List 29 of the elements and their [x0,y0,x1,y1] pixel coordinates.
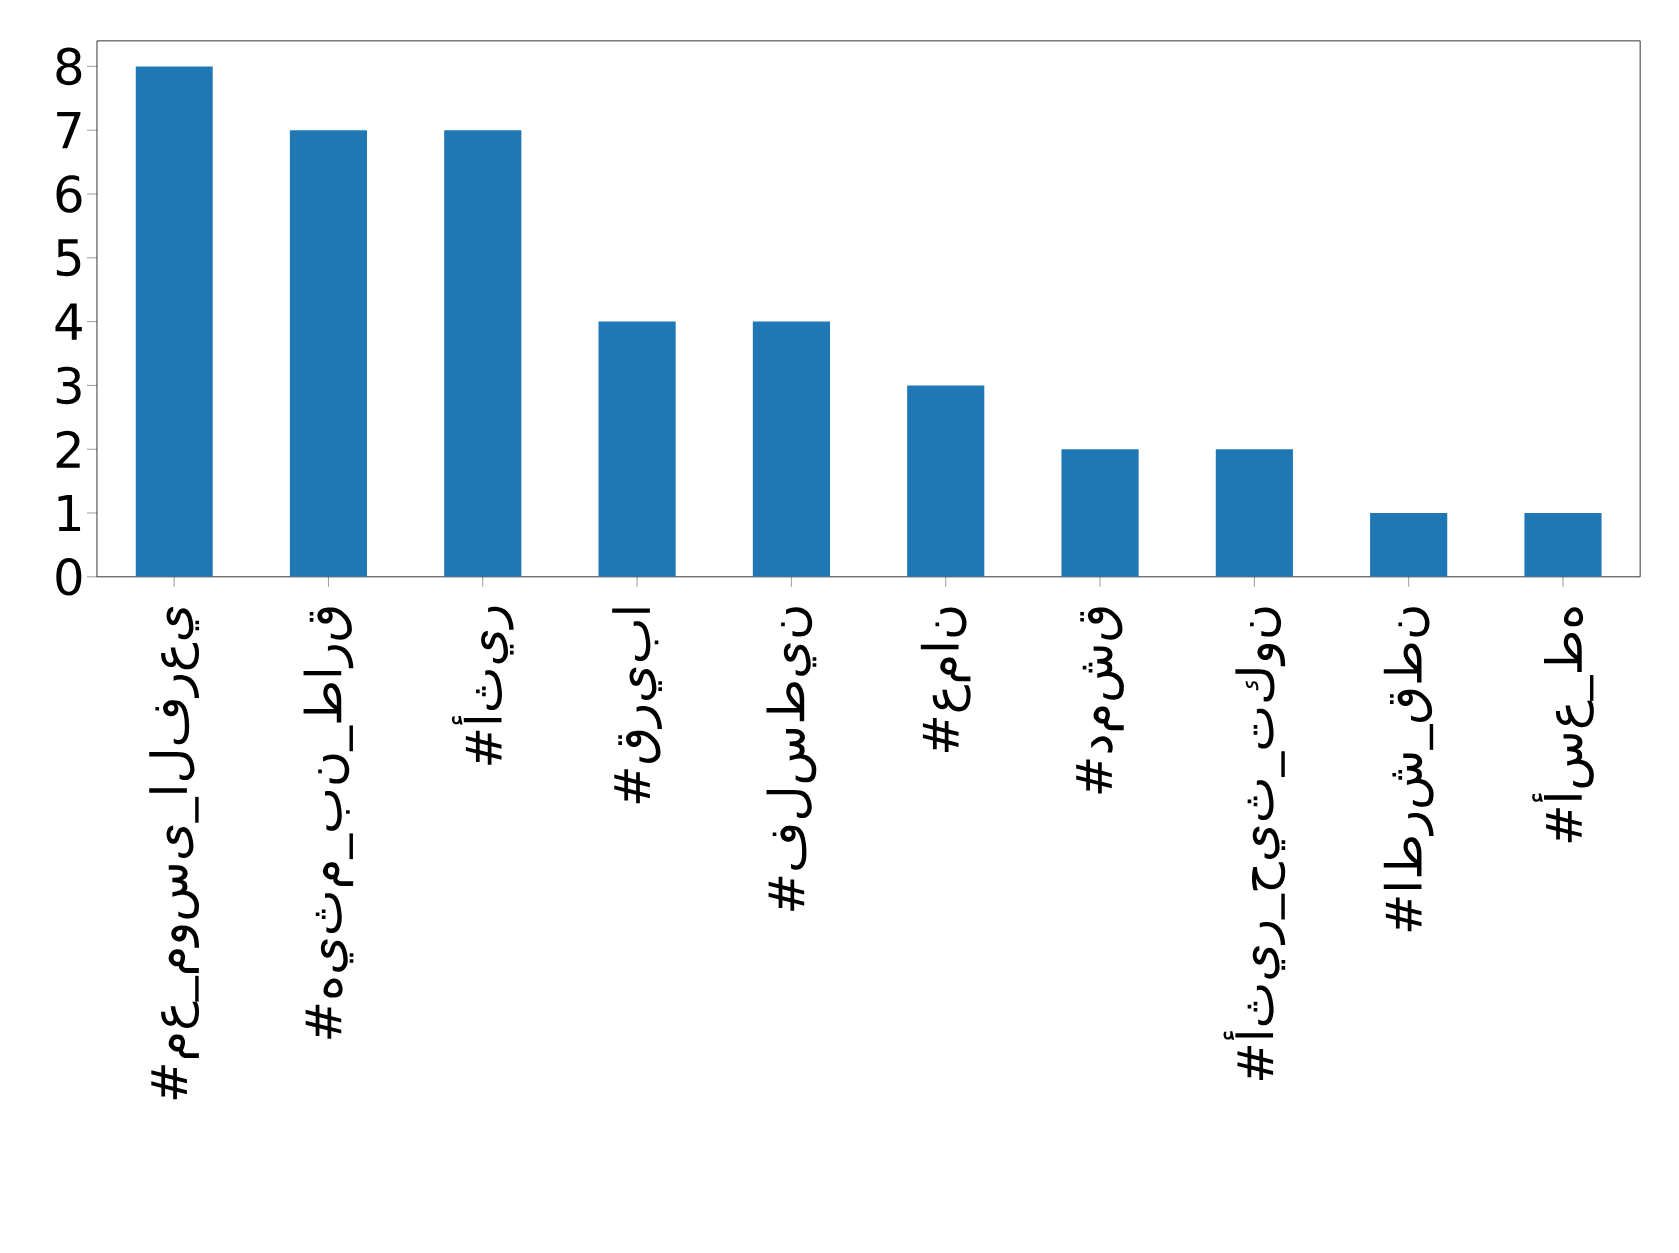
x-tick-label: #أسع_طه [1532,607,1594,843]
y-tick-label: 3 [56,366,81,405]
x-tick-label: #هيثم_بن_طارق [303,607,354,1039]
y-tick-label: 8 [56,47,82,86]
y-tick-label: 0 [56,557,82,596]
x-tick-label: #أثير [451,606,514,765]
bar [752,321,830,577]
x-tick-label: #فلسطين [766,607,817,911]
x-tick-label: #عمان [920,607,971,752]
y-tick-label: 5 [56,239,81,277]
bar [598,321,676,577]
x-tick-label: #أثير_حيث_تكون [1223,607,1286,1080]
bar [135,66,213,577]
bar [1524,512,1602,577]
bar [444,130,522,577]
x-tick-label: #دمشق [1076,607,1124,794]
x-tick-label: #مع_موسى_الفرعي [149,606,200,1100]
y-tick-label: 2 [56,430,80,468]
y-tick-label: 6 [56,175,82,213]
bar [907,385,985,577]
bar [1215,449,1293,577]
bar [1370,512,1448,577]
y-tick-label: 4 [55,303,82,340]
x-tick-label: #قريبا [612,608,662,804]
bar [289,130,368,577]
y-tick-label: 1 [58,494,81,531]
y-tick-label: 7 [57,111,81,149]
x-tick-label: #اطرش_قطن [1383,607,1434,932]
bar [1061,449,1139,577]
